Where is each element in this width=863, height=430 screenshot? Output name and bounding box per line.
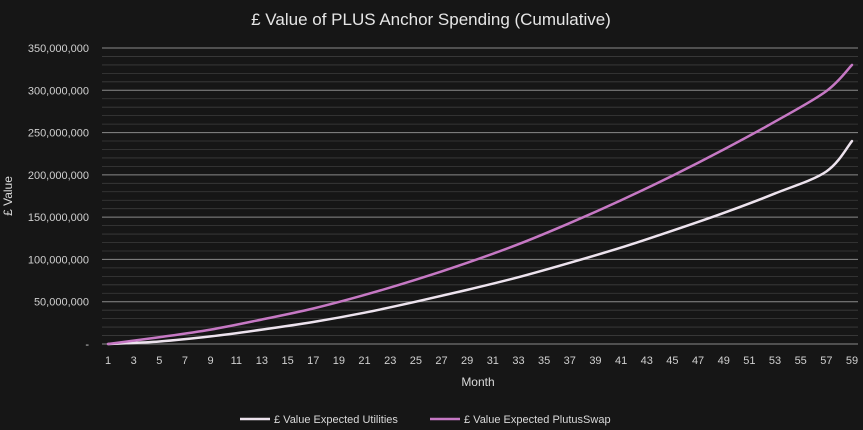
x-tick-label: 47 — [692, 355, 704, 367]
x-tick-label: 25 — [410, 355, 422, 367]
x-tick-label: 33 — [512, 355, 524, 367]
x-tick-label: 27 — [435, 355, 447, 367]
legend: £ Value Expected Utilities £ Value Expect… — [240, 414, 611, 426]
x-tick-label: 19 — [333, 355, 345, 367]
x-tick-label: 15 — [281, 355, 293, 367]
x-tick-label: 21 — [358, 355, 370, 367]
x-tick-label: 39 — [589, 355, 601, 367]
y-tick-label: - — [85, 339, 89, 351]
gridlines — [102, 47, 858, 345]
series-line-expected-utilities — [106, 139, 854, 346]
x-tick-label: 55 — [795, 355, 807, 367]
x-tick-label: 17 — [307, 355, 319, 367]
y-tick-label: 150,000,000 — [28, 212, 89, 224]
x-tick-label: 13 — [256, 355, 268, 367]
legend-item-expected-utilities: £ Value Expected Utilities — [240, 414, 398, 426]
y-axis-label: £ Value — [1, 176, 15, 216]
x-axis-label: Month — [461, 375, 494, 389]
x-tick-label: 11 — [231, 355, 242, 367]
x-tick-label: 43 — [641, 355, 653, 367]
x-tick-label: 35 — [538, 355, 550, 367]
legend-label: £ Value Expected PlutusSwap — [464, 414, 611, 426]
y-tick-label: 100,000,000 — [28, 254, 89, 266]
x-tick-label: 29 — [461, 355, 473, 367]
y-tick-label: 250,000,000 — [28, 128, 89, 140]
x-axis-tick-labels: 1 3 5 7 9 11 13 15 17 19 21 23 25 27 29 31 33 35 37 39 41 43 4… — [105, 355, 858, 367]
x-tick-label: 59 — [846, 355, 858, 367]
x-tick-label: 7 — [182, 355, 188, 367]
x-tick-label: 51 — [743, 355, 755, 367]
x-tick-label: 49 — [718, 355, 730, 367]
x-tick-label: 37 — [564, 355, 576, 367]
series-lines — [106, 63, 854, 346]
y-tick-label: 350,000,000 — [28, 43, 89, 55]
chart-title: £ Value of PLUS Anchor Spending (Cumulat… — [251, 10, 611, 29]
y-tick-label: 300,000,000 — [28, 85, 89, 97]
x-tick-label: 9 — [208, 355, 214, 367]
legend-label: £ Value Expected Utilities — [274, 414, 398, 426]
x-tick-label: 1 — [105, 355, 111, 367]
x-tick-label: 23 — [384, 355, 396, 367]
x-tick-label: 3 — [131, 355, 137, 367]
x-tick-label: 57 — [820, 355, 832, 367]
legend-item-expected-plutusswap: £ Value Expected PlutusSwap — [430, 414, 611, 426]
y-tick-label: 50,000,000 — [34, 297, 89, 309]
x-tick-label: 5 — [156, 355, 162, 367]
x-tick-label: 31 — [487, 355, 499, 367]
y-axis-tick-labels: - 50,000,000 100,000,000 150,000,000 200,000… — [28, 43, 90, 351]
x-tick-label: 53 — [769, 355, 781, 367]
x-tick-label: 45 — [666, 355, 678, 367]
y-tick-label: 200,000,000 — [28, 170, 89, 182]
series-line-expected-plutusswap — [106, 63, 854, 346]
x-tick-label: 41 — [615, 355, 627, 367]
